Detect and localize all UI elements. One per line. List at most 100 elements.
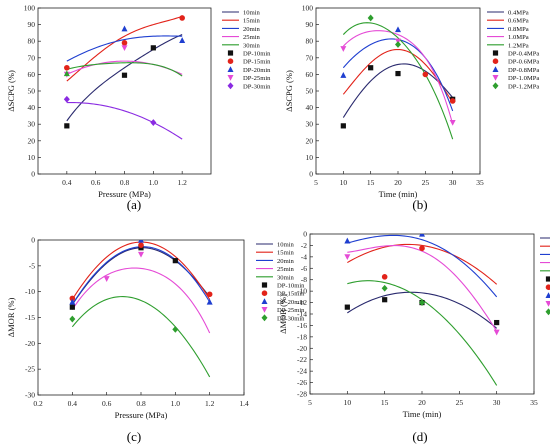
y-axis-label: ΔMOR (%) — [278, 294, 288, 334]
legend-entry: 15min — [243, 18, 261, 25]
legend-entry: 0.4MPa — [508, 10, 529, 17]
series-line-5 — [342, 22, 454, 140]
series-line-2 — [66, 15, 183, 82]
data-point-5 — [419, 299, 425, 306]
legend-marker-swatch — [227, 58, 234, 64]
chart-panel-1: 0.4 0.6 0.8 1.0 1.2 0 10 20 30 40 50 60 70 80 90 100 Pre… — [6, 4, 271, 200]
series-line-4 — [71, 267, 211, 334]
series-line-4 — [342, 30, 454, 125]
x-tick-label: 0.6 — [102, 399, 112, 408]
legend: 0.4MPa0.6MPa0.8MPa1.0MPa1.2MPaDP-0.4MPaD… — [487, 10, 539, 90]
chart-panel-3: 0.2 0.4 0.6 0.8 1.0 1.2 1.4 -30 -25 -20 -15 -10 -5 0 P… — [6, 236, 305, 421]
legend-entry: DP-30min — [243, 83, 271, 90]
x-tick-label: 0.4 — [68, 399, 78, 408]
x-tick-label: 1.4 — [239, 399, 249, 408]
data-point-1 — [395, 70, 401, 77]
legend-marker-swatch — [545, 284, 550, 290]
legend-marker-swatch — [227, 75, 234, 81]
data-point-3 — [419, 234, 425, 237]
data-point-4 — [121, 45, 128, 52]
legend-entry: 10min — [243, 10, 261, 17]
legend-marker-swatch — [492, 58, 499, 64]
y-tick-label: 0 — [31, 170, 35, 179]
y-tick-label: -25 — [25, 365, 35, 374]
y-tick-label: -6 — [301, 264, 307, 273]
y-tick-label: -26 — [297, 378, 307, 387]
data-point-2 — [179, 15, 185, 21]
x-tick-label: 1.2 — [205, 399, 215, 408]
data-point-5 — [172, 325, 179, 333]
y-axis-label: ΔSCPG (%) — [284, 70, 294, 112]
y-tick-label: -4 — [301, 252, 307, 261]
x-tick-label: 0.8 — [136, 399, 146, 408]
series-line-2 — [347, 243, 498, 285]
legend-entry: 30min — [243, 42, 261, 49]
legend-marker-swatch — [227, 66, 234, 72]
legend-entry: 20min — [243, 26, 261, 33]
data-point-1 — [172, 258, 178, 264]
y-axis-label: ΔSCPG (%) — [6, 70, 16, 112]
data-point-3 — [395, 26, 401, 33]
data-point-1 — [150, 45, 156, 51]
x-tick-label: 0.2 — [33, 399, 43, 408]
legend-entry: DP-0.8MPa — [508, 67, 539, 74]
data-point-5 — [63, 95, 70, 103]
x-tick-label: 35 — [530, 398, 538, 407]
data-point-1 — [344, 304, 350, 310]
data-point-1 — [368, 65, 374, 71]
series-line-3 — [66, 35, 183, 62]
x-tick-label: 20 — [394, 178, 402, 187]
x-axis-label: Time (min) — [403, 409, 442, 419]
y-tick-label: 70 — [28, 53, 36, 62]
y-tick-label: -2 — [301, 241, 307, 250]
y-tick-label: 60 — [28, 70, 36, 79]
y-tick-label: 40 — [28, 103, 36, 112]
legend-entry: DP-1.0MPa — [508, 75, 539, 82]
y-tick-label: 0 — [303, 230, 307, 239]
data-point-2 — [64, 64, 70, 71]
series-line-5 — [66, 62, 183, 77]
y-tick-label: 100 — [302, 4, 314, 13]
x-axis-label: Time (min) — [379, 189, 418, 199]
data-point-3 — [206, 298, 213, 305]
y-tick-label: 20 — [306, 136, 314, 145]
legend-entry: DP-0.4MPa — [508, 51, 539, 58]
data-point-1 — [494, 319, 500, 326]
x-axis-label: Pressure (MPa) — [98, 189, 151, 199]
data-point-4 — [449, 119, 456, 126]
x-tick-label: 20 — [418, 398, 426, 407]
x-tick-label: 15 — [381, 398, 389, 407]
legend-entry: DP-0.6MPa — [508, 59, 539, 66]
series-line-1 — [66, 34, 183, 122]
data-point-3 — [138, 240, 144, 243]
legend-marker-swatch — [492, 66, 499, 72]
data-point-5 — [367, 14, 374, 22]
y-tick-label: -18 — [297, 332, 307, 341]
series-line-1 — [347, 291, 498, 329]
data-point-1 — [64, 123, 70, 129]
legend-marker-swatch — [545, 308, 550, 316]
y-tick-label: 80 — [28, 37, 36, 46]
x-tick-label: 30 — [493, 398, 501, 407]
x-axis-label: Pressure (MPa) — [115, 410, 168, 420]
legend-entry: DP-15min — [243, 59, 271, 66]
y-tick-label: -10 — [297, 287, 307, 296]
y-tick-label: 90 — [28, 20, 36, 29]
legend-entry: 25min — [277, 266, 295, 273]
data-point-5 — [381, 284, 388, 292]
y-tick-label: -14 — [297, 310, 307, 319]
y-tick-label: -5 — [29, 261, 35, 270]
data-point-extra — [63, 70, 70, 77]
data-point-3 — [69, 298, 76, 305]
x-tick-label: 10 — [344, 398, 352, 407]
panel-label-b: (b) — [412, 197, 427, 212]
data-point-4 — [138, 251, 144, 258]
chart-panel-4: 5 10 15 20 25 30 35-28-26-24-22-20-18-16-14-12… — [278, 230, 550, 419]
x-tick-label: 35 — [476, 178, 484, 187]
data-point-1 — [69, 304, 75, 310]
x-tick-label: 10 — [340, 178, 348, 187]
y-tick-label: 70 — [306, 53, 314, 62]
y-tick-label: 90 — [306, 20, 314, 29]
